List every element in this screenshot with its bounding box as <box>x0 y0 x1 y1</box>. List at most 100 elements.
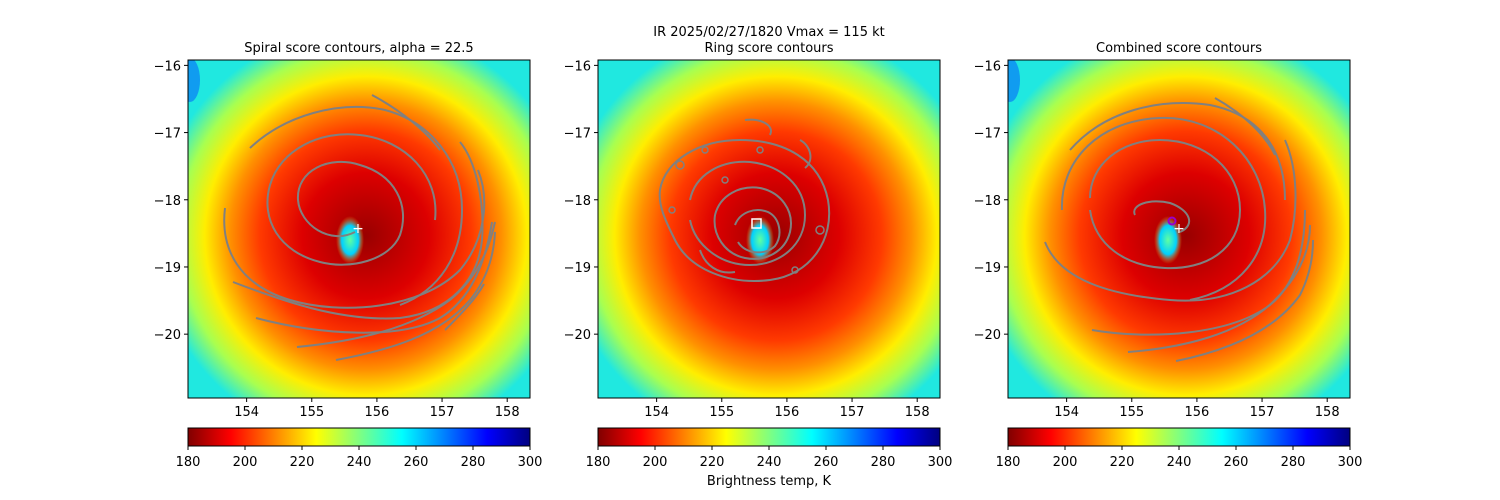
colorbar-tick-label: 200 <box>233 455 258 470</box>
colorbar-tick-label: 300 <box>1338 455 1363 470</box>
x-tick-label: 158 <box>905 405 930 420</box>
cold-cloud-patch <box>188 60 200 102</box>
y-tick-label: −19 <box>974 261 1001 276</box>
y-tick-label: −16 <box>154 59 181 74</box>
x-tick-label: 156 <box>365 405 390 420</box>
x-tick-label: 157 <box>1250 405 1275 420</box>
heatmap-ring <box>598 60 940 398</box>
axes-frame <box>187 59 531 399</box>
x-tick-label: 154 <box>1054 405 1079 420</box>
spiral-contour <box>335 231 496 361</box>
ring-contour <box>713 186 792 260</box>
spiral-contour <box>444 283 485 331</box>
center-marker-circle <box>1167 216 1177 226</box>
ring-contour <box>675 160 685 170</box>
ring-contour <box>699 249 736 274</box>
y-tick-label: −18 <box>974 194 1001 209</box>
combined-contour <box>1175 239 1314 362</box>
colorbar-tick-label: 200 <box>643 455 668 470</box>
ring-contour <box>689 160 807 267</box>
x-tick-label: 158 <box>495 405 520 420</box>
y-tick-label: −20 <box>974 328 1001 343</box>
x-tick-label: 154 <box>644 405 669 420</box>
colorbar-combined <box>1007 427 1351 447</box>
ring-contour <box>734 209 781 254</box>
axes-frame <box>1007 59 1351 399</box>
combined-contour <box>1133 200 1191 233</box>
colorbar-tick-label: 260 <box>814 455 839 470</box>
ring-contour <box>799 139 812 169</box>
spiral-contour <box>266 133 437 266</box>
spiral-contour <box>249 105 464 306</box>
ring-contour <box>701 146 709 154</box>
colorbar-tick-label: 240 <box>1167 455 1192 470</box>
panel-title-spiral: Spiral score contours, alpha = 22.5 <box>244 41 473 56</box>
cold-cloud-patch <box>1008 60 1020 102</box>
heatmap-combined: + <box>1008 60 1350 398</box>
colorbar-tick-label: 260 <box>404 455 429 470</box>
ring-contour <box>721 176 729 184</box>
y-tick-label: −18 <box>154 194 181 209</box>
ring-contours <box>658 118 831 282</box>
ring-contour <box>658 138 831 282</box>
spiral-contour <box>232 141 484 320</box>
panel-ring: Ring score contours <box>597 41 941 489</box>
ring-contour <box>756 146 764 154</box>
panel-combined: Combined score contours + <box>1007 41 1351 447</box>
colorbar-tick-label: 300 <box>928 455 953 470</box>
spiral-contours <box>223 94 496 361</box>
y-tick-label: −16 <box>974 59 1001 74</box>
x-tick-label: 154 <box>234 405 259 420</box>
x-tick-label: 155 <box>1119 405 1144 420</box>
combined-contours <box>1044 97 1314 362</box>
y-tick-label: −20 <box>154 328 181 343</box>
x-tick-label: 157 <box>430 405 455 420</box>
combined-contour <box>1214 97 1276 156</box>
ring-contour-fragments <box>668 146 825 274</box>
figure-suptitle: IR 2025/02/27/1820 Vmax = 115 kt <box>653 25 884 40</box>
eye-region <box>1154 216 1182 264</box>
spiral-contour <box>255 221 493 334</box>
spiral-contour <box>296 221 496 348</box>
colorbar-tick-label: 180 <box>586 455 611 470</box>
ring-contour <box>815 225 825 235</box>
combined-contour <box>1044 139 1297 302</box>
y-tick-label: −16 <box>564 59 591 74</box>
colorbar-tick-label: 260 <box>1224 455 1249 470</box>
y-tick-label: −19 <box>564 261 591 276</box>
colorbar-tick-label: 200 <box>1053 455 1078 470</box>
combined-contour <box>1127 224 1311 353</box>
x-tick-label: 155 <box>299 405 324 420</box>
colorbar-tick-label: 180 <box>996 455 1021 470</box>
center-marker-square <box>751 218 762 229</box>
tick-layer: 154 155 156 157 158 −16 −17 −18 −19 −20 180 200 220 2… <box>154 59 1363 470</box>
colorbar-tick-label: 240 <box>347 455 372 470</box>
colorbar-ring: Brightness temp, K <box>597 427 941 489</box>
colorbar-tick-label: 280 <box>1281 455 1306 470</box>
colorbar-spiral <box>187 427 531 447</box>
y-tick-label: −17 <box>564 127 591 142</box>
colorbar-label: Brightness temp, K <box>707 474 832 489</box>
ring-contour <box>791 266 799 274</box>
colorbar-tick-label: 220 <box>700 455 725 470</box>
colorbar-tick-label: 240 <box>757 455 782 470</box>
colorbar <box>1007 427 1351 447</box>
center-marker-plus: + <box>352 221 364 237</box>
y-tick-label: −19 <box>154 261 181 276</box>
combined-contour <box>1069 102 1286 201</box>
x-tick-label: 155 <box>709 405 734 420</box>
ring-contour <box>744 118 772 136</box>
colorbar-tick-label: 280 <box>871 455 896 470</box>
x-tick-label: 158 <box>1315 405 1340 420</box>
spiral-contour <box>371 94 441 151</box>
colorbar <box>597 427 941 447</box>
colorbar-tick-label: 180 <box>176 455 201 470</box>
axes-frame <box>597 59 941 399</box>
y-tick-label: −17 <box>974 127 1001 142</box>
x-tick-label: 157 <box>840 405 865 420</box>
heatmap-spiral: + <box>188 60 530 398</box>
colorbar-tick-label: 300 <box>518 455 543 470</box>
eye-region <box>746 216 774 264</box>
colorbar-tick-label: 220 <box>1110 455 1135 470</box>
